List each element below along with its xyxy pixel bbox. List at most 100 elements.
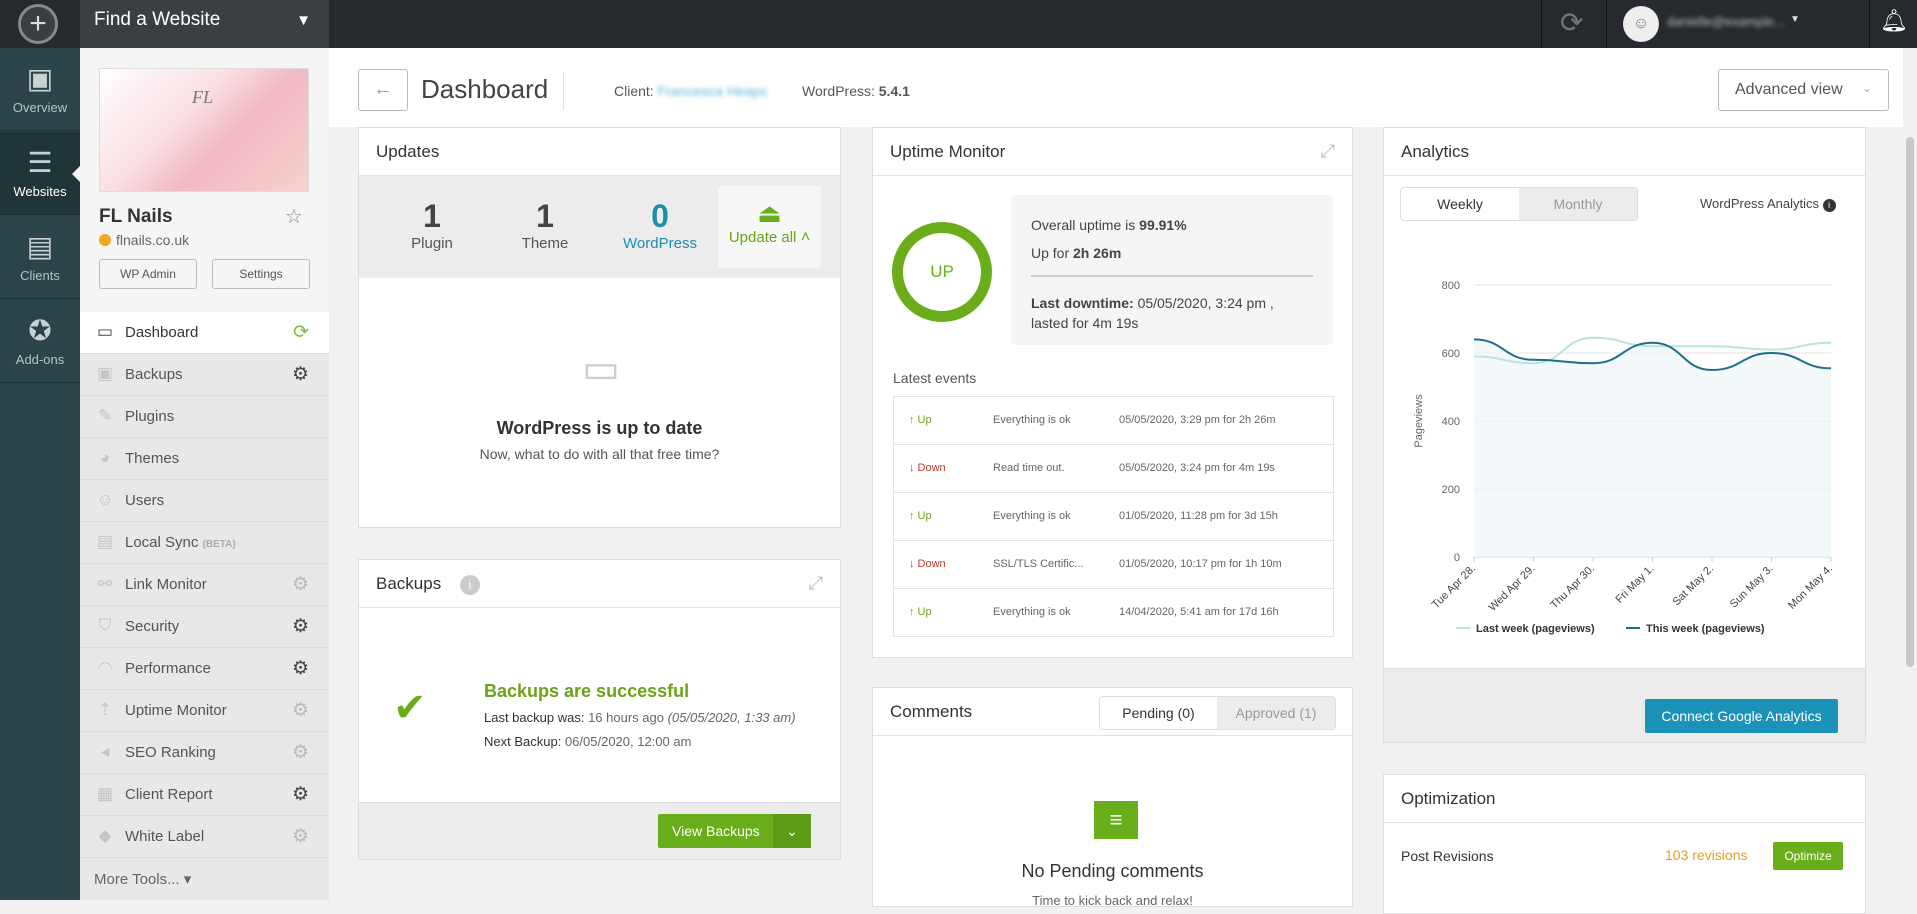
settings-gear-icon[interactable]: ⚙ (292, 657, 309, 680)
rail-websites[interactable]: ☰Websites (0, 132, 80, 215)
scrollbar-thumb[interactable] (1906, 137, 1914, 667)
sidebar-item[interactable]: ▣Backups⚙ (80, 354, 329, 396)
sidebar-item-label: Dashboard (125, 324, 198, 341)
bell-icon[interactable]: 🔔︎ (1880, 8, 1908, 34)
legend-label[interactable]: This week (pageviews) (1646, 623, 1765, 635)
nav-icon: ◆ (94, 826, 116, 846)
sidebar-item[interactable]: ◂SEO Ranking⚙ (80, 732, 329, 774)
up-for: Up for 2h 26m (1031, 245, 1313, 261)
comments-icon: ≡ (1094, 801, 1138, 839)
event-time: 05/05/2020, 3:29 pm for 2h 26m (1119, 414, 1276, 426)
legend-label[interactable]: Last week (pageviews) (1476, 623, 1595, 635)
sync-icon[interactable]: ⟳ (1560, 6, 1583, 39)
chevron-down-icon[interactable]: ⌄ (773, 814, 811, 848)
rail-overview[interactable]: ▣Overview (0, 48, 80, 131)
event-status: ↑ Up (909, 510, 932, 522)
update-all-button[interactable]: ⏏Update all ˄ (718, 186, 821, 268)
view-backups-button[interactable]: View Backups⌄ (658, 814, 811, 848)
event-status: ↑ Up (909, 606, 932, 618)
sidebar-item[interactable]: ⚯Link Monitor⚙ (80, 564, 329, 606)
sidebar-item[interactable]: ⇡Uptime Monitor⚙ (80, 690, 329, 732)
info-icon[interactable]: i (1823, 199, 1836, 212)
settings-button[interactable]: Settings (212, 259, 310, 289)
refresh-icon[interactable]: ⟳ (293, 321, 309, 344)
count-label: Theme (522, 235, 569, 252)
site-thumbnail[interactable]: FL (99, 68, 309, 192)
rail-addons[interactable]: ✪Add-ons (0, 300, 80, 383)
sidebar-item[interactable]: ▭Dashboard⟳ (80, 312, 329, 354)
avatar[interactable]: ☺ (1623, 6, 1659, 42)
connect-google-analytics-button[interactable]: Connect Google Analytics (1645, 699, 1838, 733)
expand-icon[interactable]: ⤢ (809, 573, 823, 594)
nav-icon: ▦ (94, 784, 116, 804)
settings-gear-icon[interactable]: ⚙ (292, 783, 309, 806)
user-menu[interactable]: danielle@example... (1667, 14, 1785, 29)
sidebar-item[interactable]: ◆White Label⚙ (80, 816, 329, 858)
post-revisions-label: Post Revisions (1401, 848, 1494, 864)
optimization-panel: Optimization Post Revisions 103 revision… (1383, 774, 1866, 914)
sidebar-item[interactable]: ▤Local Sync (BETA) (80, 522, 329, 564)
back-button[interactable]: ← (358, 69, 408, 111)
sidebar-item[interactable]: ▦ Client Report ⚙ (80, 774, 329, 816)
sidebar-item-label: Client Report (125, 786, 213, 803)
events-title: Latest events (893, 370, 976, 386)
scrollbar[interactable] (1903, 127, 1917, 900)
optimize-button[interactable]: Optimize (1773, 842, 1843, 870)
event-time: 01/05/2020, 11:28 pm for 3d 15h (1119, 510, 1278, 522)
beta-badge: (BETA) (203, 539, 236, 550)
more-tools-button[interactable]: More Tools... ▾ (94, 870, 191, 888)
sidebar-item[interactable]: ◕Themes (80, 438, 329, 480)
sidebar-item[interactable]: ◠Performance⚙ (80, 648, 329, 690)
settings-gear-icon[interactable]: ⚙ (292, 573, 309, 596)
tab-weekly[interactable]: Weekly (1401, 188, 1519, 220)
nav-icon: ⛉ (94, 616, 116, 636)
settings-gear-icon[interactable]: ⚙ (292, 363, 309, 386)
settings-gear-icon[interactable]: ⚙ (292, 615, 309, 638)
period-toggle: Weekly Monthly (1400, 187, 1638, 221)
sidebar-item[interactable]: ✎Plugins (80, 396, 329, 438)
sidebar-item[interactable]: ☺Users (80, 480, 329, 522)
settings-gear-icon[interactable]: ⚙ (292, 741, 309, 764)
site-picker[interactable]: Find a Website▼ (80, 0, 329, 48)
title-text: Backups (376, 574, 441, 593)
label: Up for (1031, 245, 1069, 261)
count-label: WordPress (623, 235, 697, 252)
tab-pending[interactable]: Pending (0) (1100, 697, 1217, 729)
add-site-button[interactable]: + (18, 4, 58, 44)
view-select[interactable]: Advanced view⌄ (1718, 69, 1889, 111)
client-link[interactable]: Francesca Heaps (658, 83, 768, 99)
rail-clients[interactable]: ▤Clients (0, 216, 80, 299)
wp-version-info: WordPress: 5.4.1 (802, 83, 910, 99)
site-url-text: flnails.co.uk (116, 232, 189, 248)
uptime-summary: Overall uptime is 99.91% Up for 2h 26m L… (1011, 195, 1333, 345)
label: Next Backup: (484, 734, 561, 749)
series-area (1474, 339, 1831, 557)
backup-status: Backups are successful (484, 681, 689, 702)
comments-subtext: Time to kick back and relax! (873, 893, 1352, 908)
site-sidebar: FL FL Nails ☆ flnails.co.uk WP Admin Set… (80, 48, 329, 900)
analytics-source: WordPress Analytics i (1700, 196, 1836, 212)
star-icon[interactable]: ☆ (285, 204, 303, 229)
tab-approved[interactable]: Approved (1) (1217, 697, 1335, 729)
caret-down-icon: ▼ (1790, 14, 1800, 25)
settings-gear-icon[interactable]: ⚙ (292, 699, 309, 722)
wp-admin-button[interactable]: WP Admin (99, 259, 197, 289)
sidebar-item-label: Local Sync (125, 534, 198, 551)
x-tick-label: Sun May 3. (1728, 563, 1776, 611)
comments-panel: Comments Pending (0) Approved (1) ≡ No P… (872, 687, 1353, 907)
settings-gear-icon[interactable]: ⚙ (292, 825, 309, 848)
sidebar-item[interactable]: ⛉Security⚙ (80, 606, 329, 648)
sidebar-item-label: SEO Ranking (125, 744, 216, 761)
panel-title: Uptime Monitor (873, 128, 1352, 176)
analytics-panel: Analytics Weekly Monthly WordPress Analy… (1383, 127, 1866, 743)
info-icon[interactable]: i (460, 575, 480, 595)
caret-down-icon: ▼ (296, 12, 311, 29)
expand-icon[interactable]: ⤢ (1321, 141, 1335, 162)
nav-icon: ☺ (94, 490, 116, 510)
main-rail: ▣Overview ☰Websites ▤Clients ✪Add-ons (0, 48, 80, 900)
tab-monthly[interactable]: Monthly (1519, 188, 1637, 220)
site-url[interactable]: flnails.co.uk (99, 232, 189, 248)
